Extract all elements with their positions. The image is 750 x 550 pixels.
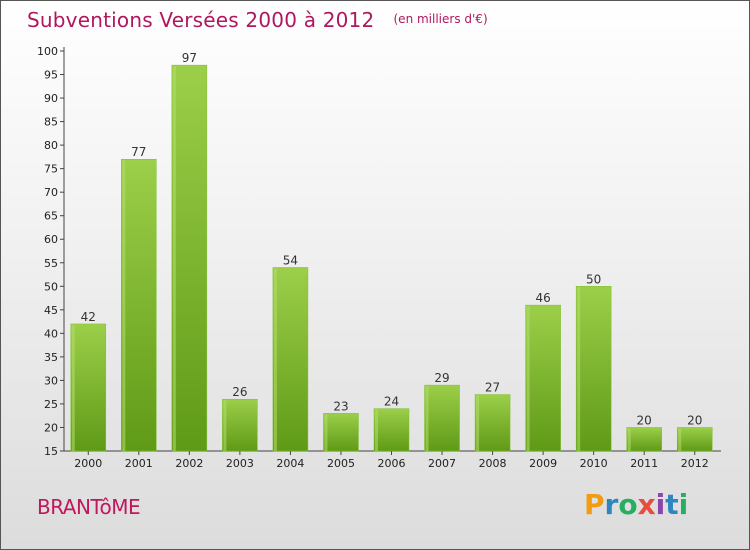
y-tick-label: 75 — [44, 163, 58, 176]
y-tick-label: 90 — [44, 92, 58, 105]
y-tick-label: 60 — [44, 233, 58, 246]
y-tick-label: 65 — [44, 210, 58, 223]
data-label: 27 — [485, 381, 500, 395]
bar-highlight — [122, 160, 126, 451]
bar-highlight — [324, 414, 328, 451]
data-label: 23 — [333, 399, 348, 413]
bar — [525, 304, 561, 452]
y-tick-label: 80 — [44, 139, 58, 152]
y-tick-label: 100 — [37, 45, 58, 58]
bar — [70, 323, 107, 452]
logo-letter: r — [604, 488, 619, 521]
logo-letter: i — [655, 488, 666, 521]
bar — [626, 427, 662, 452]
bar-highlight — [425, 386, 429, 451]
bar — [121, 158, 157, 452]
place-name: BRANTôME — [37, 495, 141, 519]
bar-highlight — [526, 306, 530, 451]
data-label: 50 — [586, 272, 601, 286]
x-tick-label: 2000 — [74, 457, 102, 470]
logo-letter: i — [678, 488, 689, 521]
y-tick-label: 85 — [44, 116, 58, 129]
y-tick-label: 50 — [44, 280, 58, 293]
bar — [171, 64, 208, 452]
x-tick-label: 2008 — [479, 457, 507, 470]
data-label: 24 — [384, 395, 399, 409]
chart-title: Subventions Versées 2000 à 2012 — [27, 8, 375, 32]
bar — [373, 408, 410, 452]
bar-highlight — [71, 324, 75, 451]
bar — [222, 398, 258, 452]
logo-letter: P — [584, 488, 605, 521]
data-label: 42 — [81, 310, 96, 324]
x-tick-label: 2005 — [327, 457, 355, 470]
logo-letter: o — [618, 488, 638, 521]
bar — [474, 394, 511, 452]
bar-highlight — [172, 66, 176, 451]
y-tick-label: 25 — [44, 398, 58, 411]
x-tick-label: 2001 — [125, 457, 153, 470]
y-tick-label: 35 — [44, 351, 58, 364]
bar-highlight — [273, 268, 277, 451]
chart-subtitle: (en milliers d'€) — [393, 12, 488, 26]
x-tick-label: 2003 — [226, 457, 254, 470]
bar — [272, 267, 309, 452]
bar-highlight — [577, 287, 581, 451]
x-tick-label: 2010 — [580, 457, 608, 470]
data-label: 97 — [182, 51, 197, 65]
x-tick-label: 2006 — [378, 457, 406, 470]
data-label: 20 — [637, 413, 652, 427]
bar-highlight — [627, 428, 631, 451]
y-tick-label: 95 — [44, 69, 58, 82]
data-label: 20 — [687, 413, 702, 427]
y-tick-label: 20 — [44, 421, 58, 434]
x-tick-label: 2012 — [681, 457, 709, 470]
x-tick-label: 2002 — [175, 457, 203, 470]
y-tick-label: 45 — [44, 304, 58, 317]
y-tick-label: 70 — [44, 186, 58, 199]
bar-highlight — [375, 409, 378, 451]
data-label: 26 — [232, 385, 247, 399]
title-area: Subventions Versées 2000 à 2012 (en mill… — [27, 8, 488, 32]
proxiti-logo[interactable]: Proxiti — [584, 488, 688, 521]
data-label: 46 — [535, 291, 550, 305]
data-label: 77 — [131, 145, 146, 159]
y-tick-label: 55 — [44, 257, 58, 270]
y-tick-label: 30 — [44, 374, 58, 387]
bar-highlight — [678, 428, 682, 451]
bar-highlight — [476, 395, 480, 451]
x-tick-label: 2004 — [276, 457, 304, 470]
bar — [424, 384, 460, 452]
data-label: 54 — [283, 253, 298, 267]
y-tick-label: 40 — [44, 327, 58, 340]
bar — [676, 427, 713, 452]
data-label: 29 — [434, 371, 449, 385]
bar — [575, 286, 612, 452]
logo-letter: t — [665, 488, 679, 521]
bar — [323, 413, 359, 452]
x-tick-label: 2007 — [428, 457, 456, 470]
logo-letter: x — [637, 488, 656, 521]
y-tick-label: 15 — [44, 445, 58, 458]
x-tick-label: 2011 — [630, 457, 658, 470]
x-tick-label: 2009 — [529, 457, 557, 470]
bar-highlight — [223, 400, 227, 451]
